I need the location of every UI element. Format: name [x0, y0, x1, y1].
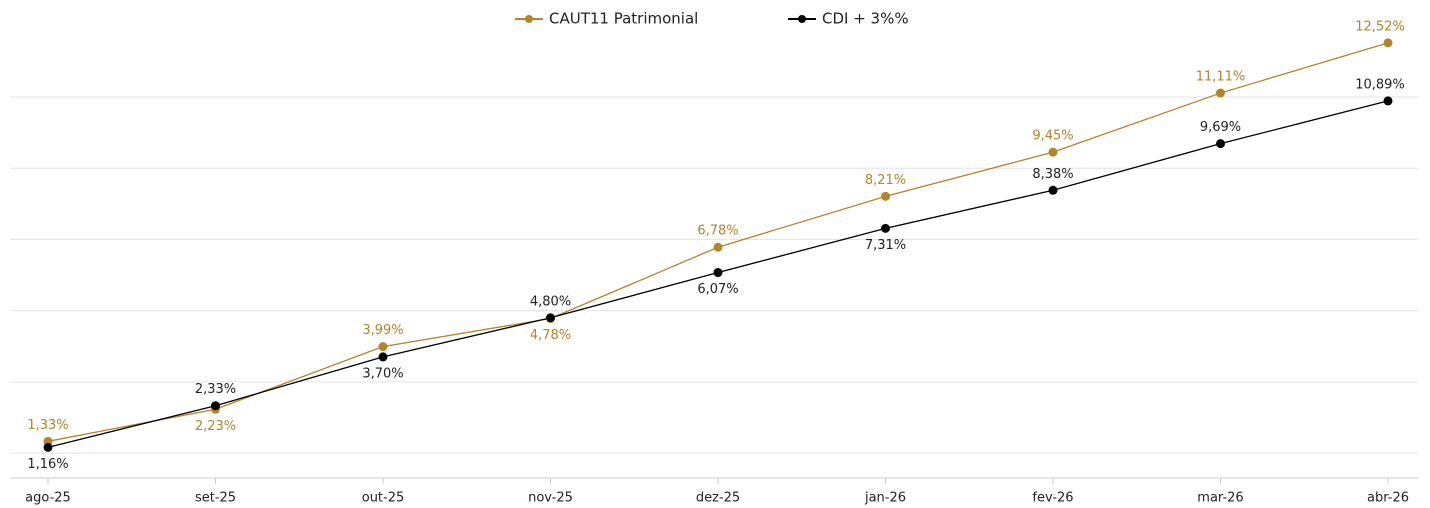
- data-point: [378, 342, 388, 352]
- data-label: 10,89%: [1355, 77, 1405, 92]
- data-point: [546, 313, 555, 323]
- x-tick-label: set-25: [195, 491, 236, 506]
- x-tick-label: jan-26: [864, 491, 906, 506]
- data-label: 6,78%: [697, 224, 738, 239]
- x-tick-label: ago-25: [25, 491, 71, 506]
- x-tick-label: abr-26: [1367, 491, 1409, 506]
- legend-label: CAUT11 Patrimonial: [549, 10, 698, 28]
- data-point: [378, 352, 388, 362]
- data-label: 4,78%: [530, 328, 571, 343]
- data-label: 9,45%: [1032, 129, 1073, 144]
- data-point: [1383, 96, 1393, 106]
- data-label: 4,80%: [530, 294, 571, 309]
- data-point: [211, 401, 220, 411]
- data-point: [1048, 147, 1058, 157]
- data-point: [1383, 38, 1393, 48]
- data-label: 12,52%: [1355, 19, 1405, 34]
- legend-label: CDI + 3%%: [822, 10, 909, 28]
- data-point: [713, 268, 723, 278]
- data-label: 6,07%: [697, 282, 738, 297]
- x-tick-label: dez-25: [696, 491, 740, 506]
- data-label: 8,38%: [1032, 167, 1073, 182]
- data-label: 9,69%: [1200, 120, 1241, 135]
- data-label: 2,33%: [195, 382, 236, 397]
- data-point: [1216, 139, 1225, 149]
- data-label: 2,23%: [195, 419, 236, 434]
- data-label: 7,31%: [865, 238, 906, 253]
- data-point: [1216, 88, 1225, 98]
- x-tick-label: out-25: [362, 491, 405, 506]
- x-tick-label: nov-25: [528, 491, 573, 506]
- data-label: 11,11%: [1196, 70, 1246, 85]
- data-point: [43, 442, 53, 452]
- data-point: [881, 191, 890, 201]
- x-tick-label: fev-26: [1032, 491, 1073, 506]
- legend-marker: [525, 15, 533, 23]
- legend-marker: [798, 15, 806, 23]
- data-label: 3,99%: [362, 323, 403, 338]
- data-label: 3,70%: [362, 366, 403, 381]
- data-point: [881, 223, 890, 233]
- data-point: [1048, 185, 1058, 195]
- data-label: 1,16%: [27, 457, 68, 472]
- x-tick-label: mar-26: [1197, 491, 1243, 506]
- data-label: 1,33%: [27, 418, 68, 433]
- data-label: 8,21%: [865, 173, 906, 188]
- data-point: [713, 242, 723, 252]
